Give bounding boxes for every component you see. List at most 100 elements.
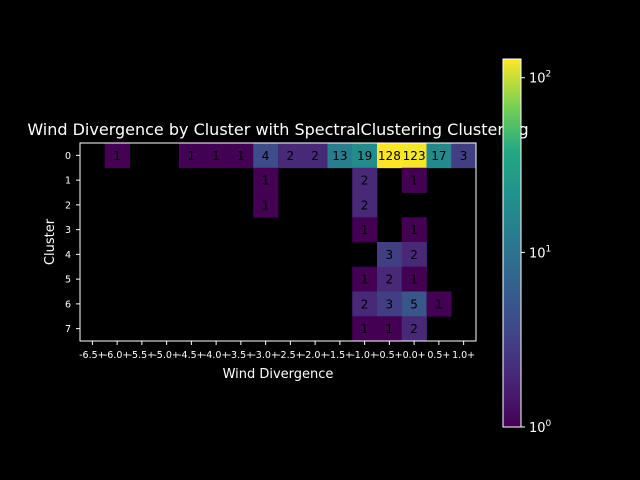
- x-tick-label: -3.5+: [228, 350, 255, 361]
- colorbar-frame: [502, 58, 522, 428]
- heatmap-cell-label: 2: [361, 297, 369, 311]
- heatmap-cell-label: 3: [460, 149, 468, 163]
- heatmap-cell-label: 1: [212, 149, 220, 163]
- colorbar-ticks: 100 101 102: [521, 70, 552, 436]
- x-tick-label: -5.5+: [129, 350, 156, 361]
- x-tick-label: 1.0+: [452, 350, 475, 361]
- heatmap-cell-label: 1: [410, 174, 418, 188]
- y-tick-label: 7: [65, 324, 71, 335]
- x-tick-label: -2.0+: [302, 350, 329, 361]
- x-axis-ticks: -6.5+-6.0+-5.5+-5.0+-4.5+-4.0+-3.5+-3.0+…: [79, 341, 475, 361]
- y-tick-label: 4: [65, 250, 71, 261]
- heatmap-cell: [179, 143, 205, 169]
- plot-frame: [79, 142, 477, 342]
- heatmap-cell-label: 123: [403, 149, 426, 163]
- colorbar-tick-label: 101: [529, 244, 551, 261]
- heatmap-cell: [352, 316, 378, 342]
- colorbar-tick-label: 100: [529, 419, 552, 436]
- chart-title: Wind Divergence by Cluster with Spectral…: [27, 120, 528, 139]
- heatmap-cell: [426, 291, 452, 317]
- heatmap-cell: [352, 192, 378, 218]
- heatmap-cell: [352, 143, 378, 169]
- x-tick-label: -1.5+: [327, 350, 354, 361]
- heatmap-cell-label: 2: [311, 149, 319, 163]
- heatmap-cell: [401, 167, 427, 193]
- heatmap-cell-label: 1: [386, 322, 394, 336]
- heatmap-cell-label: 2: [361, 174, 369, 188]
- x-tick-label: 0.5+: [427, 350, 450, 361]
- heatmap-cell: [327, 143, 353, 169]
- heatmap-cell-label: 128: [378, 149, 401, 163]
- heatmap-cell: [401, 266, 427, 292]
- heatmap-cell: [352, 266, 378, 292]
- heatmap-cell-label: 1: [237, 149, 245, 163]
- heatmap-cell-label: 3: [386, 248, 394, 262]
- heatmap-cell: [377, 316, 403, 342]
- heatmap-cell-label: 2: [410, 248, 418, 262]
- heatmap-cell: [228, 143, 254, 169]
- y-axis-label: Cluster: [43, 218, 58, 265]
- colorbar: 100 101 102: [502, 58, 552, 436]
- heatmap-cell-label: 2: [410, 322, 418, 336]
- heatmap-cell-label: 2: [287, 149, 295, 163]
- heatmap-cell-label: 17: [431, 149, 446, 163]
- heatmap-cell: [401, 291, 427, 317]
- heatmap-cell: [278, 143, 304, 169]
- y-tick-label: 5: [65, 275, 71, 286]
- heatmap-cell: [401, 217, 427, 243]
- x-tick-label: -2.5+: [277, 350, 304, 361]
- x-tick-label: -6.0+: [104, 350, 131, 361]
- heatmap-cell: [352, 167, 378, 193]
- heatmap-cell: [253, 167, 279, 193]
- heatmap-cell: [253, 192, 279, 218]
- x-tick-label: -4.0+: [203, 350, 230, 361]
- heatmap-cell: [377, 291, 403, 317]
- heatmap-cell: [352, 217, 378, 243]
- colorbar-tick-label: 102: [529, 70, 551, 87]
- heatmap-cell-label: 19: [357, 149, 372, 163]
- x-tick-label: 0.0+: [403, 350, 426, 361]
- y-tick-label: 2: [65, 200, 71, 211]
- heatmap-cell-label: 1: [361, 223, 369, 237]
- heatmap-cell: [104, 143, 130, 169]
- heatmap-cell-label: 13: [332, 149, 347, 163]
- heatmap-cell-label: 1: [410, 273, 418, 287]
- y-tick-label: 6: [65, 299, 71, 310]
- heatmap-cell-label: 1: [410, 223, 418, 237]
- heatmap-cell: [377, 242, 403, 268]
- heatmap-cell: [203, 143, 229, 169]
- heatmap-cell: [401, 316, 427, 342]
- x-tick-label: -1.0+: [351, 350, 378, 361]
- heatmap-cell-label: 1: [262, 198, 270, 212]
- heatmap-cell-label: 1: [435, 297, 443, 311]
- heatmap-cell-label: 1: [262, 174, 270, 188]
- x-tick-label: -6.5+: [79, 350, 106, 361]
- heatmap-cell-labels: 1 1 1 1 4 2 2 13 19 128 123 17 31 2 11 21 13 21 2 12 3 5 11 1 2: [113, 149, 467, 336]
- x-tick-label: -0.5+: [376, 350, 403, 361]
- heatmap-cell: [377, 266, 403, 292]
- y-tick-label: 3: [65, 225, 71, 236]
- heatmap-cell: [302, 143, 328, 169]
- heatmap-cell-label: 3: [386, 297, 394, 311]
- heatmap-cell-label: 5: [410, 297, 418, 311]
- heatmap-cell-label: 1: [188, 149, 196, 163]
- heatmap-cell-label: 4: [262, 149, 270, 163]
- y-tick-label: 1: [65, 176, 71, 187]
- x-axis-label: Wind Divergence: [223, 367, 334, 382]
- x-tick-label: -3.0+: [252, 350, 279, 361]
- colorbar-gradient: [503, 59, 521, 427]
- x-tick-label: -5.0+: [153, 350, 180, 361]
- heatmap-cell-label: 2: [386, 273, 394, 287]
- y-axis-ticks: 0 1 2 3 4 5 6 7: [65, 151, 80, 335]
- heatmap-cell: [426, 143, 452, 169]
- heatmap-cell: [253, 143, 279, 169]
- heatmap-cell-label: 1: [361, 322, 369, 336]
- heatmap-cell: [377, 143, 403, 169]
- heatmap-cell: [352, 291, 378, 317]
- heatmap-cell: [451, 143, 477, 169]
- heatmap-cell: [401, 242, 427, 268]
- y-tick-label: 0: [65, 151, 71, 162]
- x-tick-label: -4.5+: [178, 350, 205, 361]
